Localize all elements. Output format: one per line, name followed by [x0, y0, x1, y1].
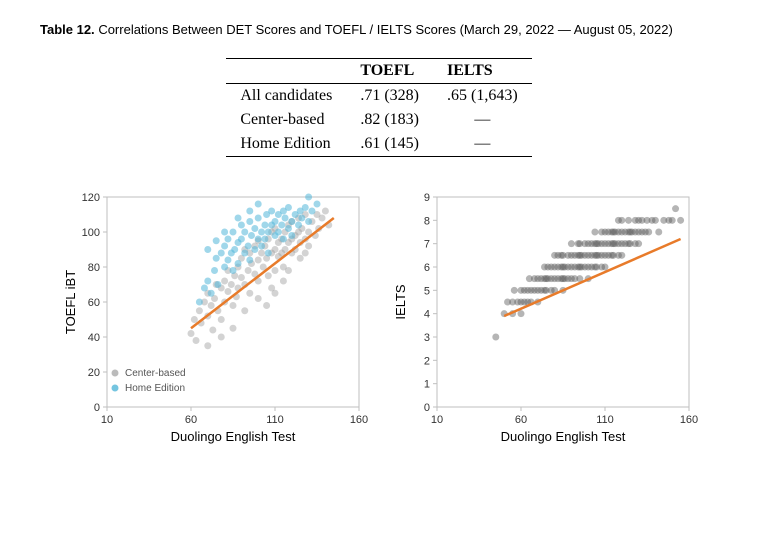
table-row: Home Edition .61 (145) —	[226, 132, 531, 157]
svg-text:Center-based: Center-based	[125, 368, 186, 379]
svg-text:4: 4	[424, 308, 430, 320]
chart-toefl: 10 60 110 160 0 20 40 60 80 100 120 Duolingo Englis…	[59, 187, 369, 447]
cell: .82 (183)	[346, 108, 433, 132]
cell: .61 (145)	[346, 132, 433, 157]
svg-text:7: 7	[424, 238, 430, 250]
svg-text:40: 40	[88, 332, 100, 344]
caption-rest: Correlations Between DET Scores and TOEF…	[98, 22, 672, 37]
svg-text:60: 60	[88, 297, 100, 309]
svg-text:Home Edition: Home Edition	[125, 383, 185, 394]
svg-text:6: 6	[424, 262, 430, 274]
svg-text:110: 110	[266, 414, 284, 426]
table-row: Center-based .82 (183) —	[226, 108, 531, 132]
chart-ielts: 10 60 110 160 0 1 2 3 4 5 6 7 8 9 Duolingo English Tes…	[389, 187, 699, 447]
svg-text:IELTS: IELTS	[393, 284, 408, 319]
table-header-row: TOEFL IELTS	[226, 58, 531, 83]
svg-text:3: 3	[424, 332, 430, 344]
svg-text:100: 100	[82, 227, 100, 239]
svg-text:1: 1	[424, 378, 430, 390]
charts-container: 1060110160020406080100120Duolingo Englis…	[40, 187, 718, 447]
svg-text:160: 160	[680, 414, 698, 426]
svg-text:0: 0	[424, 402, 430, 414]
cell: —	[433, 108, 532, 132]
cell: .65 (1,643)	[433, 83, 532, 108]
svg-text:120: 120	[82, 192, 100, 204]
col-toefl: TOEFL	[346, 58, 433, 83]
cell: —	[433, 132, 532, 157]
svg-text:Duolingo English Test: Duolingo English Test	[501, 429, 626, 444]
svg-text:160: 160	[350, 414, 368, 426]
row-label: Center-based	[226, 108, 346, 132]
caption-lead: Table 12.	[40, 22, 95, 37]
col-ielts: IELTS	[433, 58, 532, 83]
svg-text:Duolingo English Test: Duolingo English Test	[171, 429, 296, 444]
table-row: All candidates .71 (328) .65 (1,643)	[226, 83, 531, 108]
svg-text:10: 10	[431, 414, 443, 426]
svg-text:9: 9	[424, 192, 430, 204]
svg-text:2: 2	[424, 355, 430, 367]
svg-text:20: 20	[88, 367, 100, 379]
row-label: Home Edition	[226, 132, 346, 157]
svg-text:0: 0	[94, 402, 100, 414]
svg-text:TOEFL iBT: TOEFL iBT	[63, 269, 78, 333]
cell: .71 (328)	[346, 83, 433, 108]
svg-text:80: 80	[88, 262, 100, 274]
svg-text:60: 60	[515, 414, 527, 426]
correlation-table: TOEFL IELTS All candidates .71 (328) .65…	[226, 58, 531, 157]
svg-text:10: 10	[101, 414, 113, 426]
svg-text:110: 110	[596, 414, 614, 426]
table-caption: Table 12. Correlations Between DET Score…	[40, 20, 718, 40]
svg-text:8: 8	[424, 215, 430, 227]
svg-text:60: 60	[185, 414, 197, 426]
row-label: All candidates	[226, 83, 346, 108]
svg-text:5: 5	[424, 285, 430, 297]
